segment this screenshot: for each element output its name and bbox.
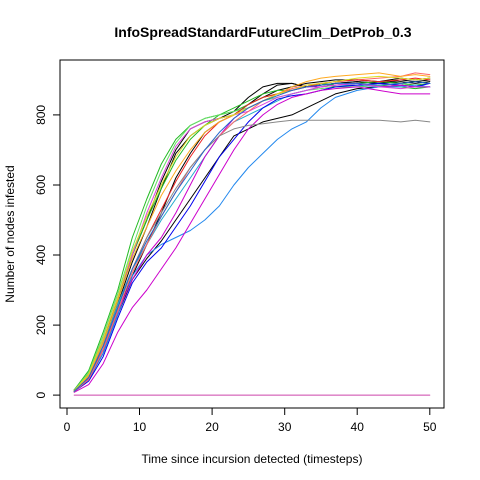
x-axis-label: Time since incursion detected (timesteps… [142,452,363,466]
series-line-18 [73,75,431,392]
x-tick-label-0: 0 [64,420,71,434]
series-layer [73,72,431,396]
y-tick-label-200: 200 [34,315,48,335]
series-line-6 [73,82,431,392]
y-axis: 0 200 400 600 800 [34,105,61,398]
series-line-12 [73,82,431,393]
plot-frame [59,59,445,409]
chart-title: InfoSpreadStandardFutureClim_DetProb_0.3 [114,24,411,40]
y-tick-label-400: 400 [34,245,48,265]
series-line-4 [73,81,431,391]
series-line-20 [73,81,431,392]
y-tick-label-0: 0 [34,391,48,398]
x-tick-label-50: 50 [423,420,437,434]
series-line-10 [73,82,431,393]
series-line-3 [73,84,431,393]
x-tick-label-20: 20 [205,420,219,434]
series-line-5 [73,81,431,391]
series-line-9 [73,84,431,392]
y-tick-label-600: 600 [34,175,48,195]
y-tick-label-800: 800 [34,105,48,125]
series-line-8 [73,84,431,393]
x-tick-label-10: 10 [133,420,147,434]
y-axis-label: Number of nodes infested [3,165,17,302]
x-tick-label-30: 30 [278,420,292,434]
series-line-11 [73,86,431,393]
series-line-7 [73,82,431,392]
series-line-15 [73,72,431,393]
x-tick-label-40: 40 [351,420,365,434]
series-line-13 [73,82,431,392]
x-axis: 0 10 20 30 40 50 [64,407,437,434]
